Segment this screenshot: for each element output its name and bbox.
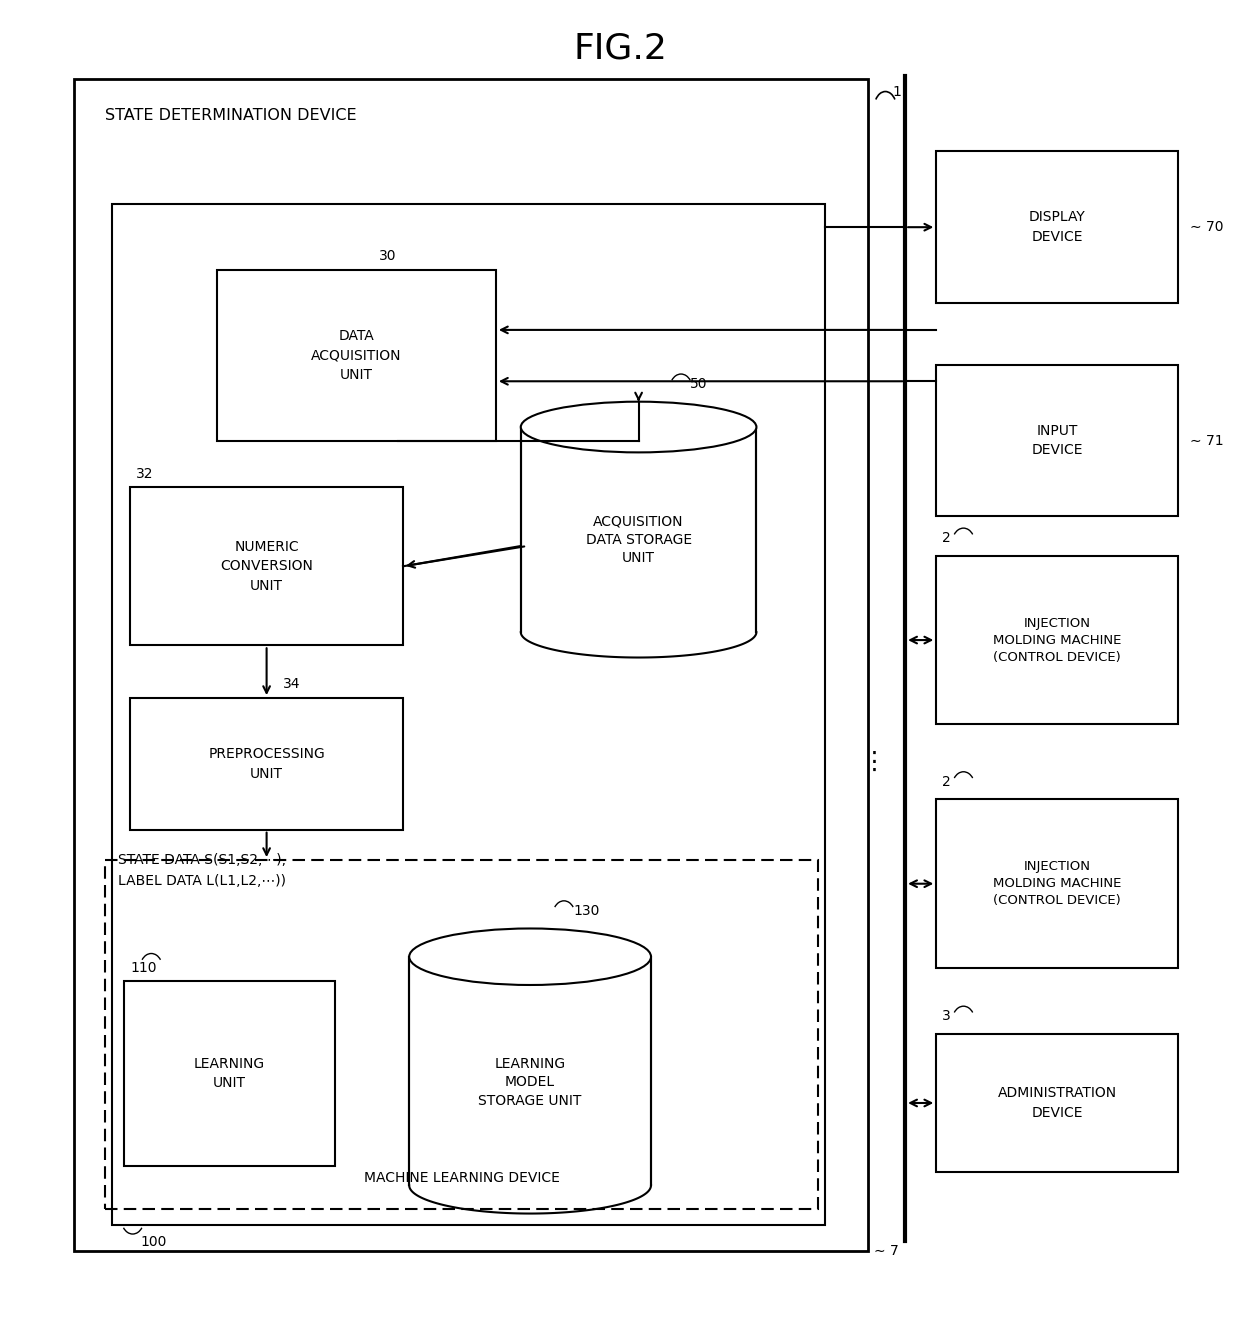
Text: NUMERIC
CONVERSION
UNIT: NUMERIC CONVERSION UNIT — [221, 540, 312, 593]
Text: 30: 30 — [379, 249, 397, 263]
Text: MACHINE LEARNING DEVICE: MACHINE LEARNING DEVICE — [365, 1171, 559, 1185]
Text: DISPLAY
DEVICE: DISPLAY DEVICE — [1029, 211, 1085, 244]
Text: 100: 100 — [140, 1235, 166, 1250]
Text: INPUT
DEVICE: INPUT DEVICE — [1032, 424, 1083, 457]
Text: 1: 1 — [893, 84, 901, 99]
Text: ACQUISITION
DATA STORAGE
UNIT: ACQUISITION DATA STORAGE UNIT — [585, 515, 692, 565]
Bar — [936, 151, 1178, 303]
Text: STATE DETERMINATION DEVICE: STATE DETERMINATION DEVICE — [105, 108, 357, 122]
Text: ADMINISTRATION
DEVICE: ADMINISTRATION DEVICE — [997, 1087, 1117, 1119]
Text: ∼ 71: ∼ 71 — [1190, 433, 1224, 448]
Text: LEARNING
UNIT: LEARNING UNIT — [193, 1056, 265, 1090]
Bar — [521, 427, 756, 632]
Ellipse shape — [521, 402, 756, 452]
Ellipse shape — [409, 928, 651, 985]
Text: DATA
ACQUISITION
UNIT: DATA ACQUISITION UNIT — [311, 329, 402, 382]
Text: 2: 2 — [942, 774, 951, 789]
Text: LEARNING
MODEL
STORAGE UNIT: LEARNING MODEL STORAGE UNIT — [479, 1058, 582, 1108]
Bar — [105, 860, 818, 1209]
Text: STATE DATA S(S1,S2,⋯),
LABEL DATA L(L1,L2,⋯)): STATE DATA S(S1,S2,⋯), LABEL DATA L(L1,L… — [118, 853, 285, 888]
Bar — [936, 556, 1178, 724]
Text: INJECTION
MOLDING MACHINE
(CONTROL DEVICE): INJECTION MOLDING MACHINE (CONTROL DEVIC… — [993, 616, 1121, 664]
Text: INJECTION
MOLDING MACHINE
(CONTROL DEVICE): INJECTION MOLDING MACHINE (CONTROL DEVIC… — [993, 860, 1121, 907]
Text: ∼ 7: ∼ 7 — [874, 1245, 899, 1258]
Text: 34: 34 — [283, 677, 300, 691]
Bar — [936, 799, 1178, 968]
Text: PREPROCESSING
UNIT: PREPROCESSING UNIT — [208, 747, 325, 781]
Bar — [936, 1034, 1178, 1172]
Bar — [124, 981, 335, 1166]
Bar — [130, 487, 403, 645]
Text: 110: 110 — [130, 960, 156, 975]
Bar — [112, 204, 825, 1225]
Bar — [409, 956, 651, 1185]
Text: 32: 32 — [136, 466, 154, 481]
Bar — [217, 270, 496, 441]
Text: ∼ 70: ∼ 70 — [1190, 220, 1224, 234]
Bar — [130, 698, 403, 830]
Text: FIG.2: FIG.2 — [573, 32, 667, 66]
Text: 2: 2 — [942, 531, 951, 545]
Text: 50: 50 — [691, 377, 708, 391]
Text: 130: 130 — [574, 903, 600, 918]
Text: 3: 3 — [942, 1009, 951, 1023]
Bar — [74, 79, 868, 1251]
Bar — [936, 365, 1178, 516]
Text: ⋮: ⋮ — [862, 749, 887, 774]
